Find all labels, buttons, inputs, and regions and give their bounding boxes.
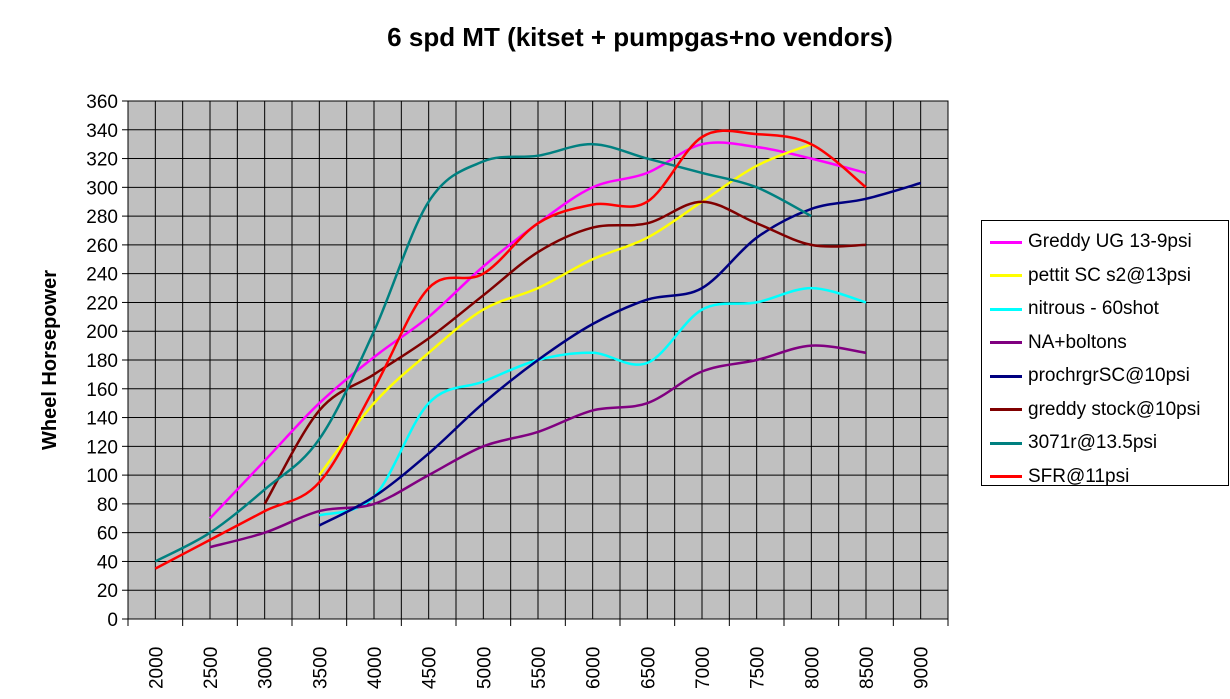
x-tick-label: 5000 — [474, 647, 495, 689]
legend: Greddy UG 13-9psi pettit SC s2@13psi nitro… — [981, 220, 1229, 487]
y-tick-label: 20 — [97, 581, 118, 602]
y-tick-label: 140 — [86, 409, 118, 430]
y-tick-label: 340 — [86, 121, 118, 142]
y-tick-label: 100 — [86, 466, 118, 487]
y-tick-label: 120 — [86, 437, 118, 458]
x-tick-label: 4500 — [420, 647, 441, 689]
legend-swatch — [990, 441, 1022, 445]
legend-label: Greddy UG 13-9psi — [1028, 231, 1192, 252]
y-tick-label: 60 — [97, 524, 118, 545]
chart-title: 6 spd MT (kitset + pumpgas+no vendors) — [387, 22, 893, 52]
x-tick-label: 6500 — [638, 647, 659, 689]
legend-item: Greddy UG 13-9psi — [990, 227, 1192, 257]
legend-swatch — [990, 408, 1022, 411]
x-tick-label: 5500 — [529, 647, 550, 689]
y-tick-label: 180 — [86, 351, 118, 372]
legend-item: pettit SC s2@13psi — [990, 261, 1191, 291]
legend-item: prochrgrSC@10psi — [990, 361, 1190, 391]
x-tick-label: 8000 — [802, 647, 823, 689]
legend-item: SFR@11psi — [990, 462, 1129, 492]
x-tick-label: 3500 — [310, 647, 331, 689]
legend-swatch — [990, 341, 1022, 344]
legend-label: pettit SC s2@13psi — [1028, 264, 1191, 286]
legend-label: SFR@11psi — [1028, 465, 1130, 487]
legend-label: 3071r@13.5psi — [1028, 432, 1158, 453]
y-tick-label: 40 — [97, 552, 118, 573]
series-line-na-boltons — [209, 344, 867, 549]
legend-swatch — [990, 307, 1022, 311]
y-tick-label: 0 — [107, 610, 118, 631]
y-tick-label: 200 — [86, 322, 118, 343]
y-axis-label: Wheel Horsepower — [39, 270, 61, 450]
x-tick-label: 8500 — [857, 647, 878, 689]
series-line-pettit-sc-s2-13psi — [318, 143, 812, 476]
y-tick-label: 300 — [86, 178, 118, 199]
legend-item: NA+boltons — [990, 328, 1127, 358]
legend-swatch — [990, 475, 1022, 478]
legend-swatch — [990, 240, 1022, 244]
x-tick-label: 2000 — [146, 647, 167, 689]
legend-label: greddy stock@10psi — [1028, 398, 1201, 420]
y-tick-label: 320 — [86, 150, 118, 171]
x-tick-label: 9000 — [912, 647, 933, 689]
y-tick-label: 160 — [86, 380, 118, 401]
legend-item: 3071r@13.5psi — [990, 428, 1157, 458]
x-tick-label: 4000 — [365, 647, 386, 689]
legend-label: NA+boltons — [1028, 331, 1127, 353]
legend-item: greddy stock@10psi — [990, 395, 1200, 425]
legend-label: nitrous - 60shot — [1028, 298, 1159, 319]
x-tick-label: 7500 — [748, 647, 769, 689]
series-line-sfr-11psi — [154, 129, 867, 570]
y-tick-label: 260 — [86, 236, 118, 257]
x-tick-label: 2500 — [201, 647, 222, 689]
y-tick-label: 280 — [86, 207, 118, 228]
x-tick-label: 3000 — [256, 647, 277, 689]
y-tick-label: 220 — [86, 293, 118, 314]
legend-item: nitrous - 60shot — [990, 294, 1159, 324]
legend-swatch — [990, 274, 1022, 277]
x-tick-label: 7000 — [693, 647, 714, 689]
series-line-3071r-13-5psi — [154, 142, 812, 563]
legend-label: prochrgrSC@10psi — [1028, 365, 1190, 386]
series-line-nitrous-60shot — [318, 286, 867, 517]
x-tick-label: 6000 — [584, 647, 605, 689]
y-tick-label: 240 — [86, 265, 118, 286]
series-line-prochrgrsc-10psi — [318, 181, 922, 527]
y-tick-label: 360 — [86, 92, 118, 113]
series-line-greddy-stock-10psi — [263, 200, 867, 505]
y-tick-label: 80 — [97, 495, 118, 516]
legend-swatch — [990, 374, 1022, 378]
